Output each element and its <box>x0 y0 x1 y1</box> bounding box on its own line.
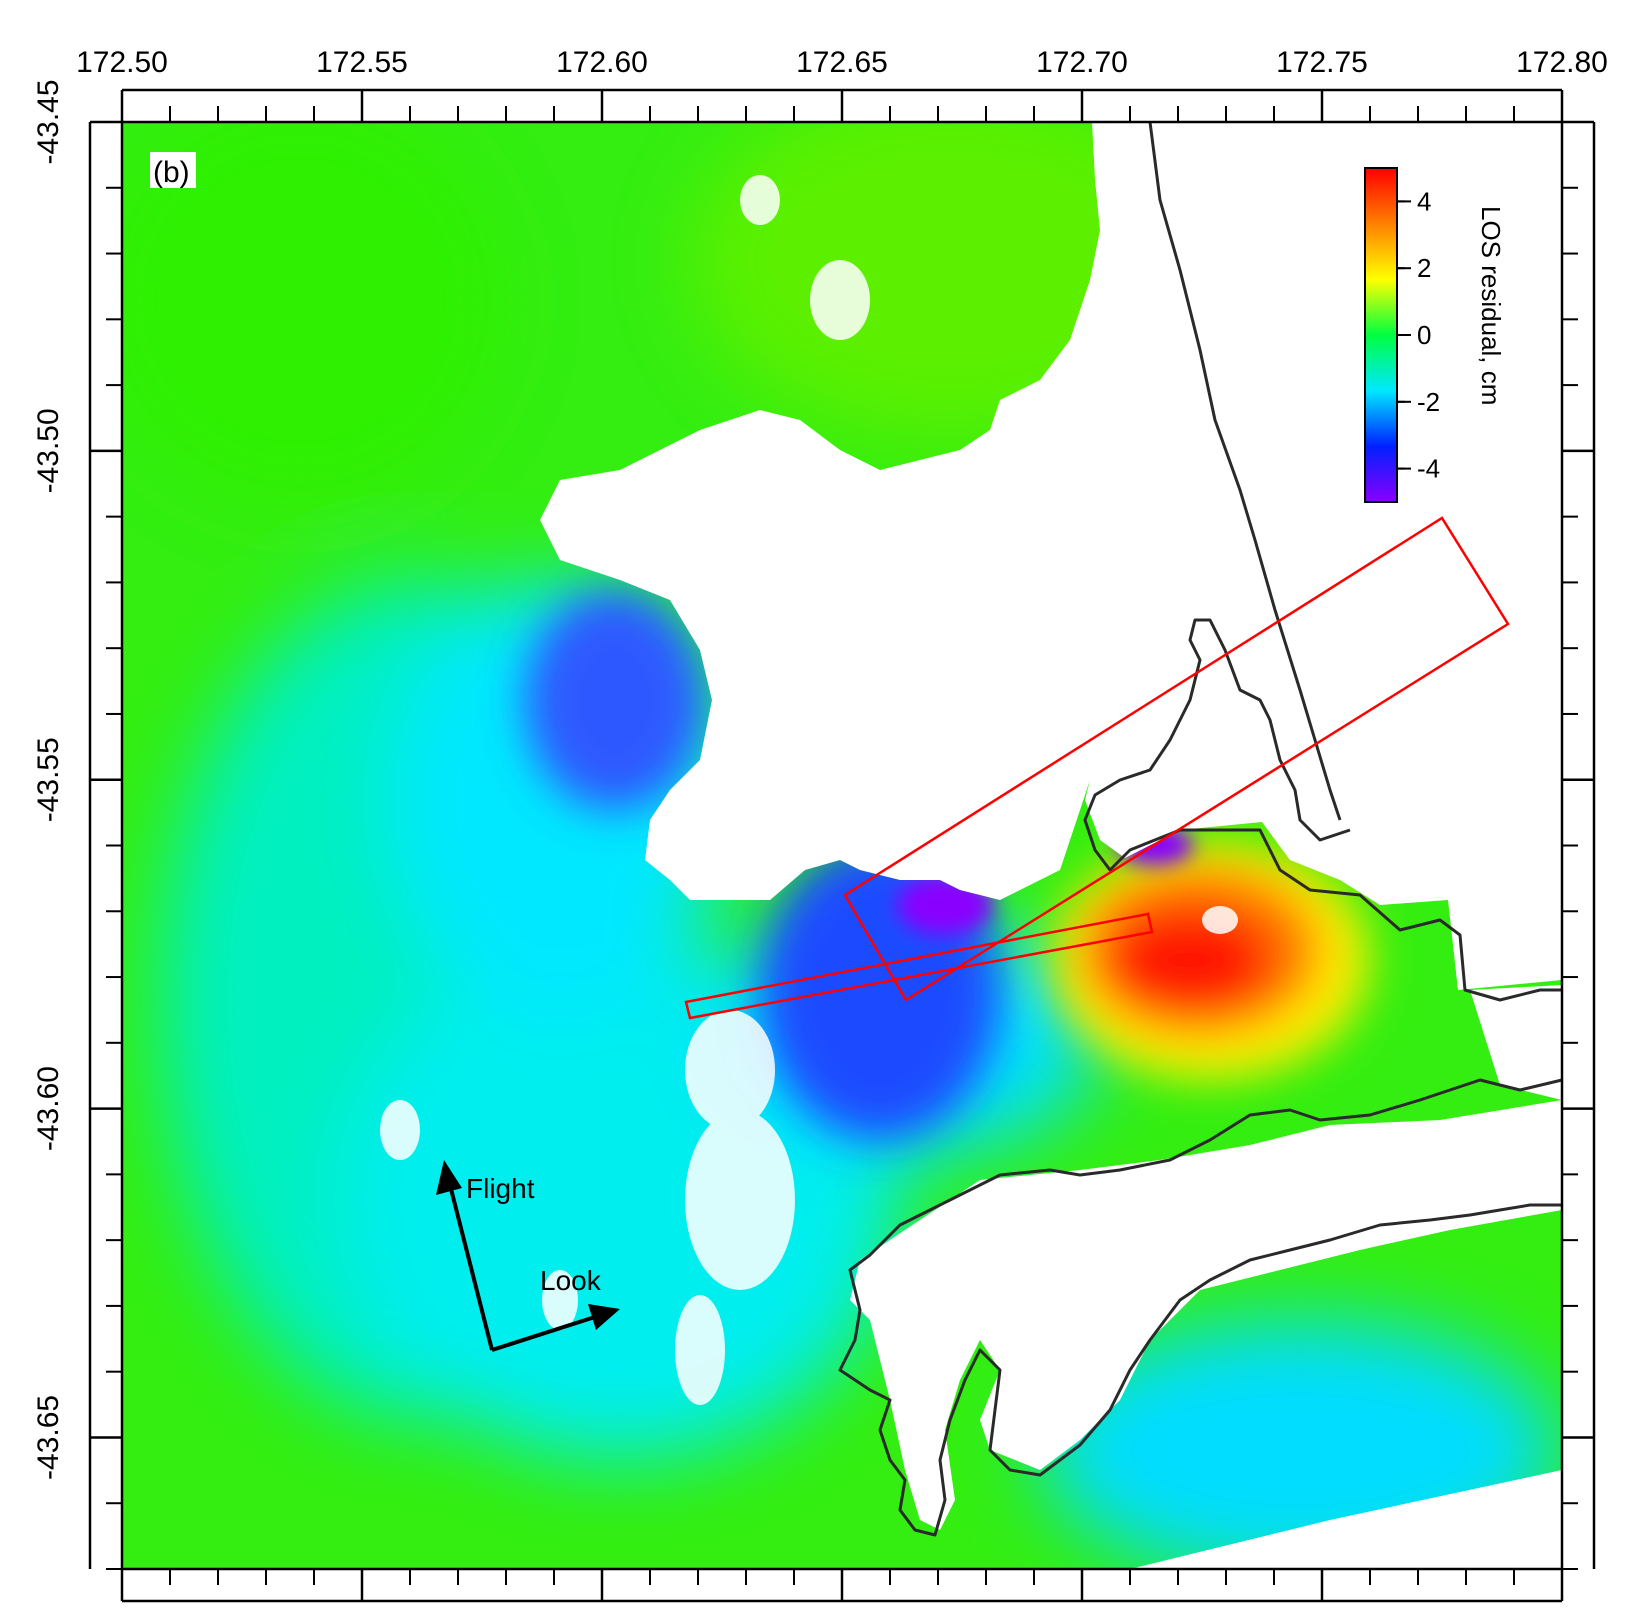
coastline-harbour-inner <box>1083 618 1562 1002</box>
look-arrow <box>491 1314 599 1352</box>
y-tick-label: -43.65 <box>32 1395 65 1480</box>
y-axis-tick-labels: -43.45 -43.50 -43.55 -43.60 -43.65 <box>32 79 65 1480</box>
colorbar-tick-label: -4 <box>1417 454 1440 484</box>
x-tick-label: 172.55 <box>316 46 408 79</box>
flight-arrow <box>448 1184 494 1351</box>
x-tick-label: 172.65 <box>796 46 888 79</box>
harbour-no-data <box>540 122 1562 990</box>
x-axis-tick-labels: 172.50 172.55 172.60 172.65 172.70 172.75 172.… <box>76 46 1608 79</box>
orbit-geometry: Flight Look <box>436 1160 620 1352</box>
x-tick-label: 172.70 <box>1036 46 1128 79</box>
ocean-no-data-east <box>1470 985 1562 1100</box>
residual-field <box>122 122 1562 1569</box>
look-label: Look <box>540 1265 602 1296</box>
x-tick-label: 172.60 <box>556 46 648 79</box>
y-tick-label: -43.50 <box>32 408 65 493</box>
panel-label-bg <box>150 152 196 188</box>
x-tick-label: 172.80 <box>1516 46 1608 79</box>
x-tick-label: 172.75 <box>1276 46 1368 79</box>
colorbar: 4 2 0 -2 -4 LOS residual, cm <box>1364 167 1506 503</box>
coastline-bay <box>838 1078 1563 1537</box>
coastlines <box>838 121 1563 1537</box>
coast-no-data-lower <box>1130 1470 1562 1569</box>
bay-no-data <box>850 1100 1562 1530</box>
colorbar-tick-label: 0 <box>1417 320 1431 350</box>
decorrelation-speckle <box>380 175 1238 1405</box>
colorbar-tick-label: 2 <box>1417 253 1431 283</box>
x-axis-ticks <box>120 88 1564 1603</box>
panel-label: (b) <box>153 156 190 189</box>
flight-label: Flight <box>466 1173 535 1204</box>
fault-plane-small <box>684 912 1154 1020</box>
negative-lobe-west <box>525 590 705 810</box>
flight-arrowhead <box>436 1160 462 1195</box>
positive-lobe-red <box>1105 905 1275 1015</box>
y-axis-ticks <box>88 120 1596 1570</box>
fault-planes <box>684 516 1510 1020</box>
y-tick-label: -43.45 <box>32 79 65 164</box>
coastline-harbour-north <box>1148 121 1342 821</box>
colorbar-tick-label: -2 <box>1417 387 1440 417</box>
x-tick-label: 172.50 <box>76 46 168 79</box>
colorbar-title: LOS residual, cm <box>1476 206 1506 405</box>
colorbar-ramp <box>1364 167 1398 503</box>
colorbar-ticks: 4 2 0 -2 -4 <box>1397 186 1440 484</box>
y-tick-label: -43.55 <box>32 737 65 822</box>
look-arrowhead <box>588 1304 620 1330</box>
y-tick-label: -43.60 <box>32 1066 65 1151</box>
colorbar-tick-label: 4 <box>1417 186 1431 216</box>
